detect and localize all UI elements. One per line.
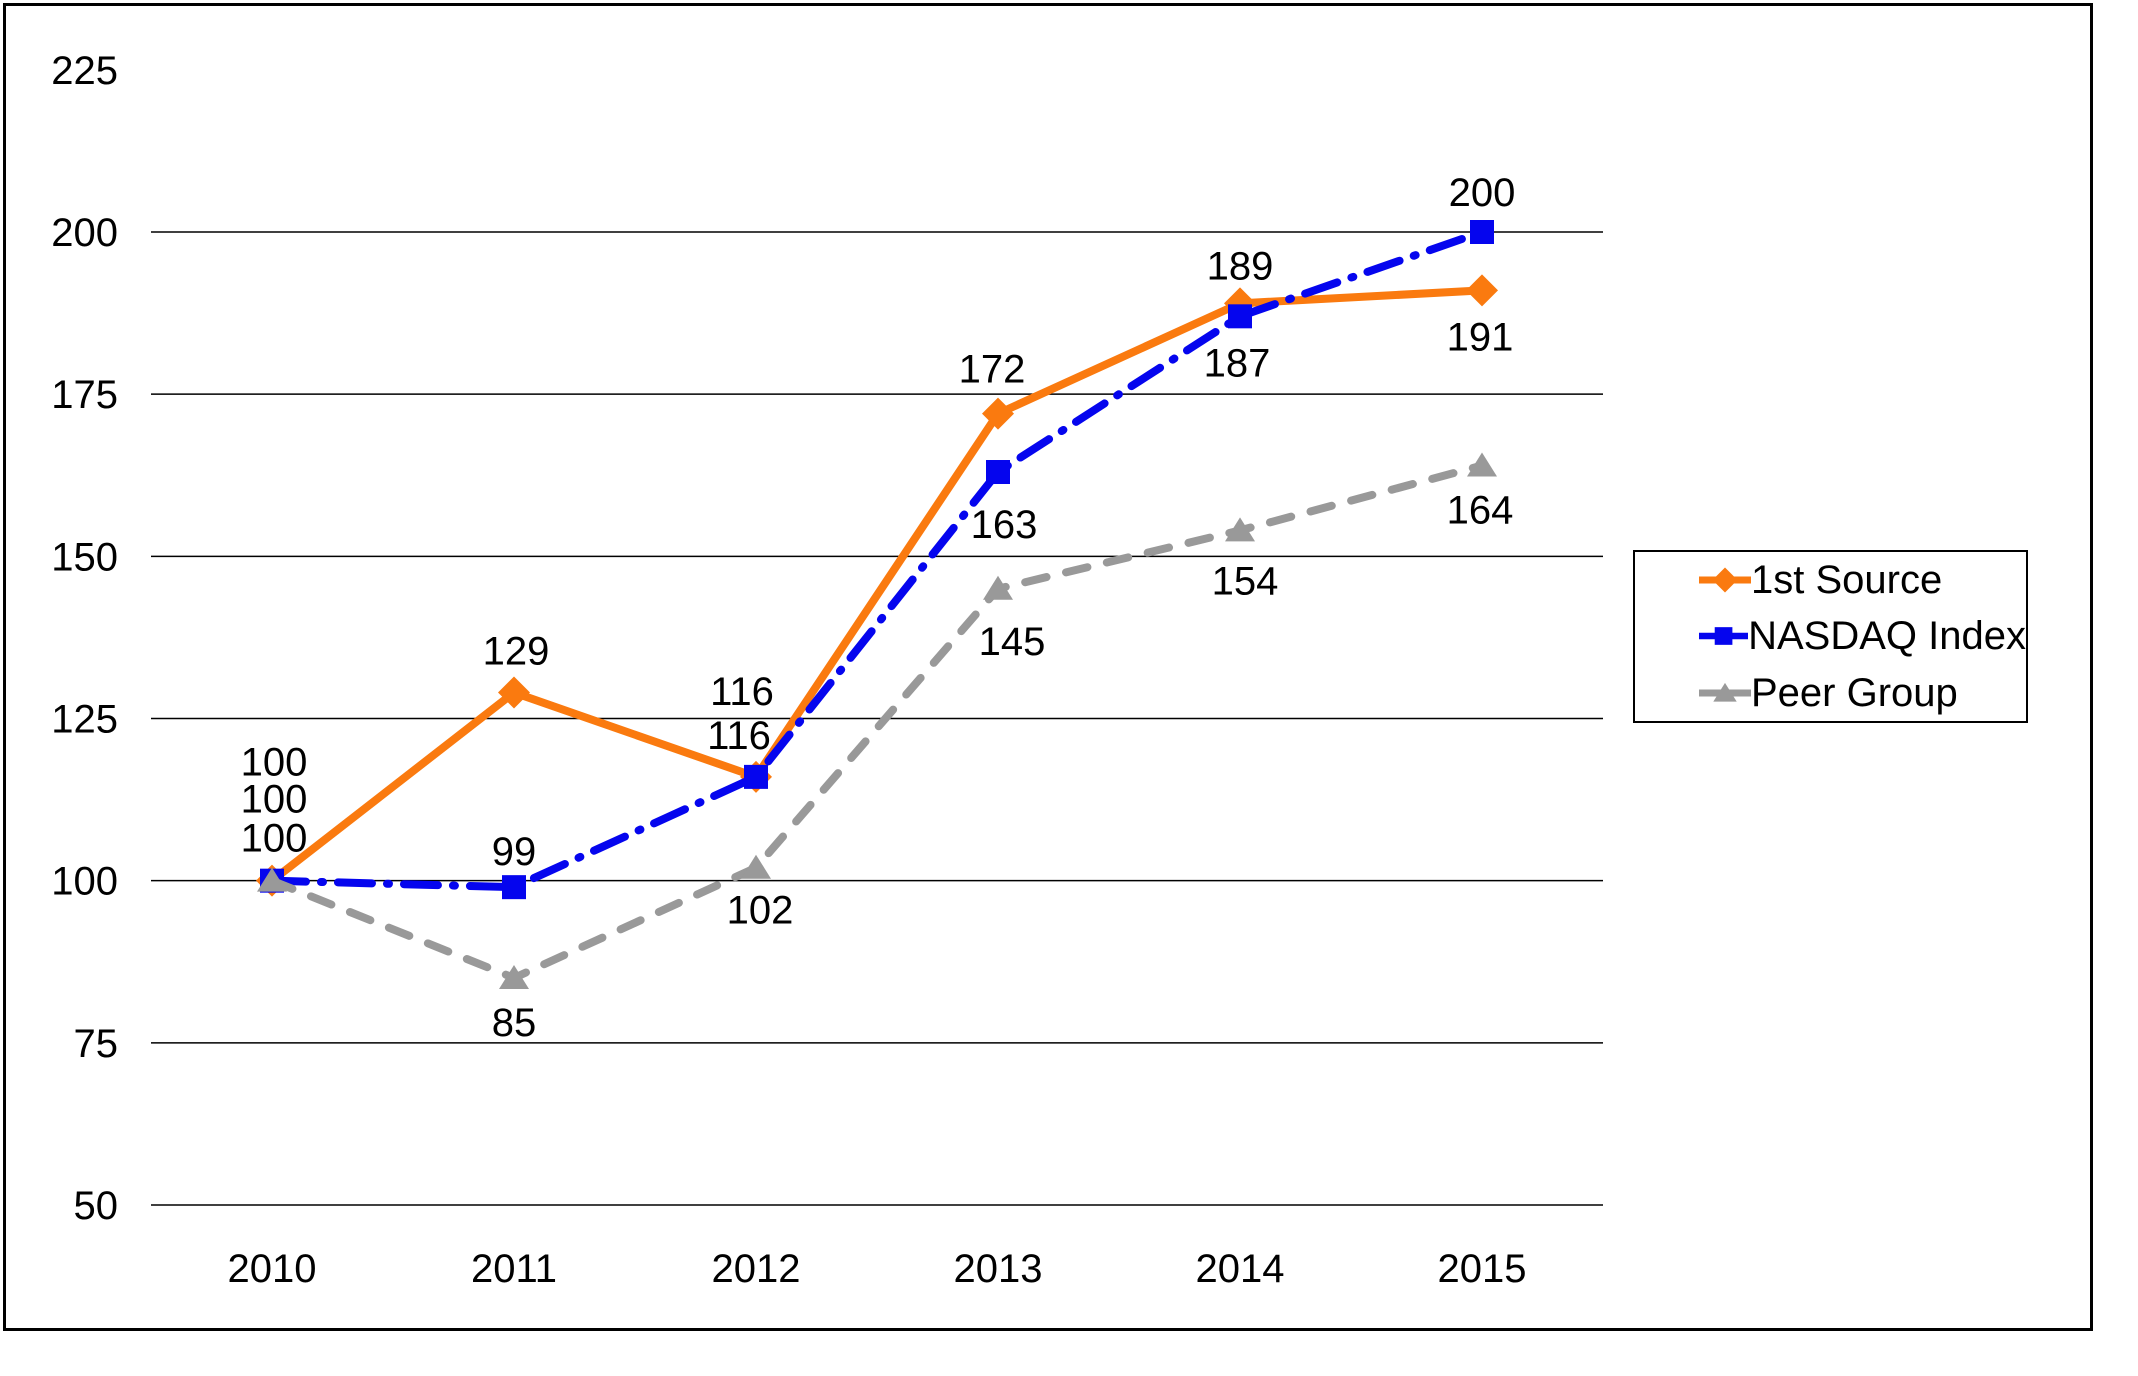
chart-legend: 1st Source NASDAQ Index Peer Group xyxy=(1633,550,2028,723)
legend-label-1st-source: 1st Source xyxy=(1751,558,1943,603)
svg-text:200: 200 xyxy=(51,211,118,255)
data-label: 154 xyxy=(1212,559,1279,603)
x-axis-tick-labels: 2010 2011 2012 2013 2014 2015 xyxy=(228,1247,1527,1291)
gridlines xyxy=(151,231,1603,1206)
svg-text:2015: 2015 xyxy=(1438,1247,1527,1291)
data-label: 100 xyxy=(241,741,308,785)
svg-text:2011: 2011 xyxy=(471,1247,557,1291)
data-label: 191 xyxy=(1447,315,1514,359)
legend-marker-nasdaq-index-icon xyxy=(1699,627,1749,646)
svg-text:2013: 2013 xyxy=(954,1247,1043,1291)
legend-marker-1st-source-icon xyxy=(1699,567,1751,593)
svg-text:175: 175 xyxy=(51,373,118,417)
data-label: 163 xyxy=(971,503,1038,547)
legend-item-1st-source: 1st Source xyxy=(1699,552,2026,608)
data-label: 172 xyxy=(959,348,1026,392)
svg-text:75: 75 xyxy=(74,1022,119,1066)
y-axis-tick-labels: 225 200 175 150 125 100 75 50 xyxy=(51,49,118,1228)
data-label: 189 xyxy=(1207,244,1274,288)
svg-text:2012: 2012 xyxy=(712,1247,801,1291)
legend-item-peer-group: Peer Group xyxy=(1699,665,2026,721)
data-label: 200 xyxy=(1449,171,1516,215)
data-label: 85 xyxy=(492,1001,537,1045)
legend-label-peer-group: Peer Group xyxy=(1751,670,1958,715)
svg-text:125: 125 xyxy=(51,698,118,742)
legend-marker-peer-group-icon xyxy=(1699,682,1751,702)
data-label: 187 xyxy=(1204,341,1271,385)
data-label: 164 xyxy=(1447,489,1514,533)
data-label: 99 xyxy=(492,830,537,874)
data-label: 145 xyxy=(979,620,1046,664)
data-label: 129 xyxy=(483,630,550,674)
series-nasdaq-index: 100 99 116 163 187 200 xyxy=(241,171,1516,900)
series-peer-group: 100 85 102 145 154 164 xyxy=(241,452,1514,1045)
data-label: 100 xyxy=(241,778,308,822)
legend-label-nasdaq-index: NASDAQ Index xyxy=(1748,614,2026,659)
data-label: 116 xyxy=(707,714,771,758)
svg-text:2010: 2010 xyxy=(228,1247,317,1291)
data-label: 116 xyxy=(710,670,774,714)
svg-text:2014: 2014 xyxy=(1196,1247,1285,1291)
data-label: 100 xyxy=(241,817,308,861)
legend-item-nasdaq-index: NASDAQ Index xyxy=(1699,609,2026,665)
svg-text:100: 100 xyxy=(51,860,118,904)
svg-text:225: 225 xyxy=(51,49,118,93)
series-1st-source: 100 129 116 172 189 191 xyxy=(241,244,1514,897)
svg-text:50: 50 xyxy=(74,1184,119,1228)
svg-text:150: 150 xyxy=(51,535,118,579)
data-label: 102 xyxy=(727,889,794,933)
